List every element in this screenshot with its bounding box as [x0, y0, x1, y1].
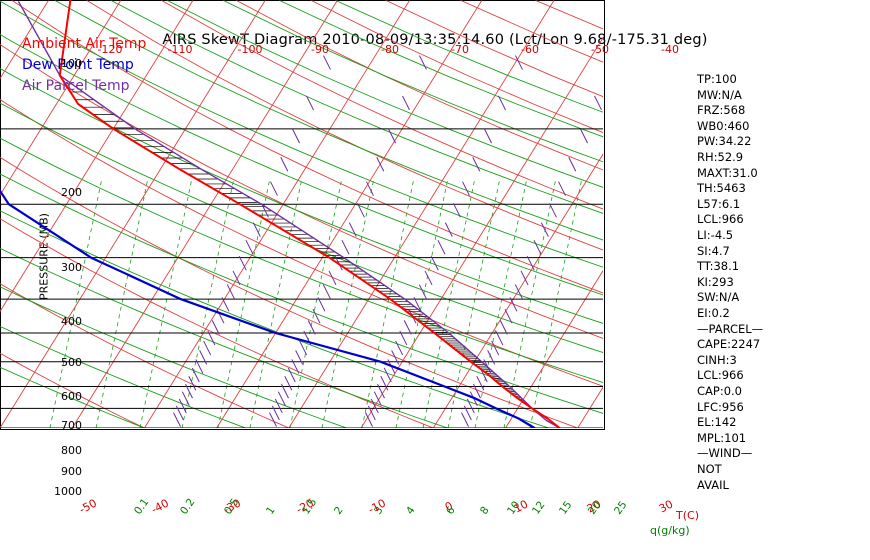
y-tick-600: 600 [61, 390, 82, 404]
index-line-2: FRZ:568 [697, 103, 746, 118]
index-line-11: SI:4.7 [697, 243, 730, 258]
index-line-22: EL:142 [697, 415, 737, 430]
mixing-tick-9: 8 [478, 504, 492, 517]
top-tick-neg100: -100 [237, 43, 263, 56]
index-line-16: —PARCEL— [697, 321, 764, 336]
index-line-19: LCL:966 [697, 368, 744, 383]
top-tick-neg90: -90 [311, 43, 329, 56]
index-line-3: WB0:460 [697, 118, 750, 133]
skewt-svg [0, 0, 603, 428]
index-line-26: AVAIL [697, 477, 729, 492]
top-tick-neg80: -80 [381, 43, 399, 56]
y-tick-200: 200 [61, 185, 82, 199]
index-line-17: CAPE:2247 [697, 337, 761, 352]
index-line-8: L57:6.1 [697, 196, 741, 211]
index-line-23: MPL:101 [697, 430, 747, 445]
legend-item-ambient: Ambient Air Temp [22, 36, 147, 52]
y-tick-400: 400 [61, 314, 82, 328]
index-line-18: CINH:3 [697, 352, 737, 367]
y-tick-900: 900 [61, 465, 82, 479]
index-line-10: LI:-4.5 [697, 228, 734, 242]
y-tick-300: 300 [61, 261, 82, 275]
index-line-4: PW:34.22 [697, 134, 752, 149]
x-axis-label-temp: T(C) [676, 509, 699, 522]
page-title: AIRS SkewT Diagram 2010-08-09/13:35:14.6… [162, 32, 708, 48]
index-line-5: RH:52.9 [697, 150, 744, 164]
index-line-15: EI:0.2 [697, 306, 730, 320]
top-tick-neg110: -110 [167, 43, 193, 56]
index-line-7: TH:5463 [697, 181, 746, 196]
index-line-9: LCL:966 [697, 212, 744, 227]
legend-item-dewpoint: Dew Point Temp [22, 57, 134, 73]
index-line-24: —WIND— [697, 446, 753, 461]
legend-item-parcel: Air Parcel Temp [22, 78, 130, 94]
y-tick-500: 500 [61, 356, 82, 370]
index-line-1: MW:N/A [697, 87, 742, 102]
skewt-plot-area: Ambient Air Temp Dew Point Temp Air Parc… [0, 0, 605, 430]
y-tick-100: 100 [61, 57, 82, 70]
x-axis-label-mixing: q(g/kg) [650, 524, 690, 537]
top-tick-neg70: -70 [451, 43, 469, 56]
top-tick-neg120: -120 [97, 43, 123, 56]
index-line-14: SW:N/A [697, 290, 740, 305]
top-tick-neg50: -50 [591, 43, 609, 56]
y-tick-700: 700 [61, 418, 82, 432]
index-line-20: CAP:0.0 [697, 384, 742, 398]
index-line-12: TT:38.1 [697, 259, 740, 274]
y-tick-800: 800 [61, 443, 82, 457]
index-line-21: LFC:956 [697, 399, 744, 414]
y-tick-1000: 1000 [54, 485, 82, 498]
top-tick-neg60: -60 [521, 43, 539, 56]
index-line-6: MAXT:31.0 [697, 165, 758, 180]
mixing-tick-7: 4 [404, 504, 418, 517]
mixing-tick-5: 2 [332, 504, 346, 517]
index-line-13: KI:293 [697, 274, 734, 289]
top-tick-neg40: -40 [661, 43, 679, 56]
index-line-25: NOT [697, 462, 722, 476]
index-line-0: TP:100 [697, 72, 737, 86]
mixing-tick-3: 1 [264, 504, 278, 517]
